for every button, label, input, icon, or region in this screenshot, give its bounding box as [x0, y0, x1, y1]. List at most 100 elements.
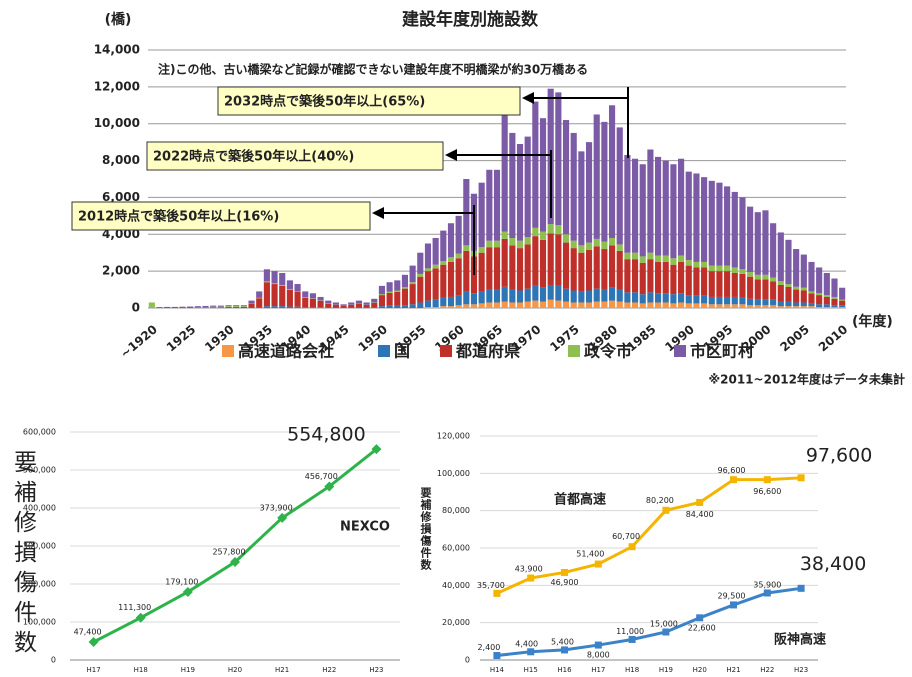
- bar-segment: [662, 160, 669, 256]
- bar-segment: [570, 302, 577, 308]
- bar-segment: [754, 305, 761, 308]
- bar-segment: [647, 252, 654, 260]
- bar-segment: [386, 305, 393, 308]
- data-label: 373,900: [260, 503, 293, 512]
- bar-segment: [432, 237, 439, 265]
- series-label: 首都高速: [554, 492, 606, 508]
- bar-segment: [509, 289, 516, 303]
- bar-segment: [478, 252, 485, 292]
- bar-segment: [716, 271, 723, 297]
- bar-segment: [747, 206, 754, 273]
- bar-segment: [240, 306, 247, 308]
- bar-segment: [800, 290, 807, 303]
- bar-segment: [547, 299, 554, 308]
- bar-segment: [777, 306, 784, 308]
- x-tick-label: H15: [524, 666, 538, 674]
- bar-segment: [432, 268, 439, 300]
- bar-segment: [808, 291, 815, 294]
- marker: [527, 648, 535, 656]
- legend-swatch: [440, 345, 452, 357]
- bar-segment: [585, 142, 593, 243]
- bar-segment: [785, 284, 792, 287]
- data-label: 35,700: [477, 581, 505, 590]
- bar-segment: [777, 232, 784, 282]
- bar-segment: [793, 306, 800, 308]
- callout-text: 2022時点で築後50年以上(40%): [153, 149, 354, 165]
- bar-segment: [624, 259, 631, 293]
- bar-segment: [432, 299, 439, 308]
- bar-segment: [424, 243, 432, 269]
- bar-segment: [148, 302, 155, 308]
- bar-segment: [455, 253, 462, 259]
- bar-segment: [624, 155, 631, 253]
- marker: [730, 601, 737, 609]
- bar-segment: [516, 240, 524, 249]
- y-tick-label: 120,000: [437, 432, 470, 441]
- bar-segment: [432, 307, 439, 308]
- bar-segment: [716, 296, 723, 305]
- bar-segment: [608, 105, 616, 238]
- bar-segment: [194, 307, 201, 308]
- note: 注)この他、古い橋梁など記録が確認できない建設年度不明橋梁が約30万橋ある: [158, 62, 588, 77]
- bar-segment: [516, 290, 524, 303]
- bar-segment: [678, 158, 685, 256]
- bar-segment: [762, 279, 769, 300]
- x-tick-label: H17: [86, 666, 100, 674]
- legend-label: 国: [394, 342, 410, 361]
- bar-segment: [570, 248, 577, 291]
- bar-segment: [424, 271, 432, 301]
- bar-segment: [493, 240, 501, 248]
- bar-segment: [724, 271, 731, 297]
- bar-segment: [739, 304, 746, 308]
- data-label: 51,400: [576, 550, 604, 559]
- bar-segment: [409, 284, 416, 305]
- marker: [324, 481, 335, 492]
- bar-segment: [309, 307, 316, 308]
- bar-segment: [217, 305, 224, 307]
- bar-segment: [831, 296, 838, 299]
- bar-segment: [601, 121, 608, 242]
- bar-segment: [585, 242, 593, 250]
- bar-segment: [716, 304, 723, 308]
- bar-segment: [463, 291, 470, 305]
- chart-title: 建設年度別施設数: [402, 9, 539, 30]
- bar-segment: [731, 304, 738, 308]
- bar-segment: [693, 303, 700, 308]
- marker: [527, 574, 535, 582]
- bar-segment: [470, 293, 478, 305]
- bar-segment: [286, 306, 293, 308]
- marker: [277, 512, 288, 523]
- bar-segment: [325, 303, 332, 308]
- bar-segment: [762, 274, 769, 280]
- legend-swatch: [674, 345, 686, 357]
- bar-segment: [547, 233, 554, 285]
- bar-segment: [524, 136, 531, 238]
- bar-segment: [739, 197, 746, 270]
- bar-segment: [839, 287, 846, 300]
- bar-segment: [233, 306, 240, 308]
- bar-segment: [770, 305, 777, 308]
- bar-segment: [770, 277, 777, 282]
- bar-segment: [631, 158, 639, 253]
- y-tick-label: 20,000: [442, 618, 470, 627]
- bar-segment: [770, 281, 777, 300]
- y-tick-label: 500,000: [23, 466, 56, 475]
- bar-segment: [279, 284, 286, 286]
- bar-segment: [302, 297, 309, 298]
- bar-segment: [839, 307, 846, 308]
- bar-segment: [256, 298, 263, 308]
- bar-segment: [831, 307, 838, 308]
- marker: [797, 474, 805, 482]
- y-tick-label: 200,000: [23, 580, 56, 589]
- bar-segment: [724, 186, 731, 266]
- bar-segment: [808, 293, 815, 304]
- y-tick-label: 0: [51, 656, 56, 665]
- bar-segment: [655, 293, 662, 303]
- bar-segment: [724, 265, 731, 272]
- marker: [182, 586, 193, 597]
- bar-segment: [394, 305, 401, 308]
- bar-segment: [355, 303, 363, 308]
- y-tick-label: 40,000: [442, 581, 470, 590]
- bar-segment: [225, 305, 232, 307]
- bar-segment: [286, 289, 293, 307]
